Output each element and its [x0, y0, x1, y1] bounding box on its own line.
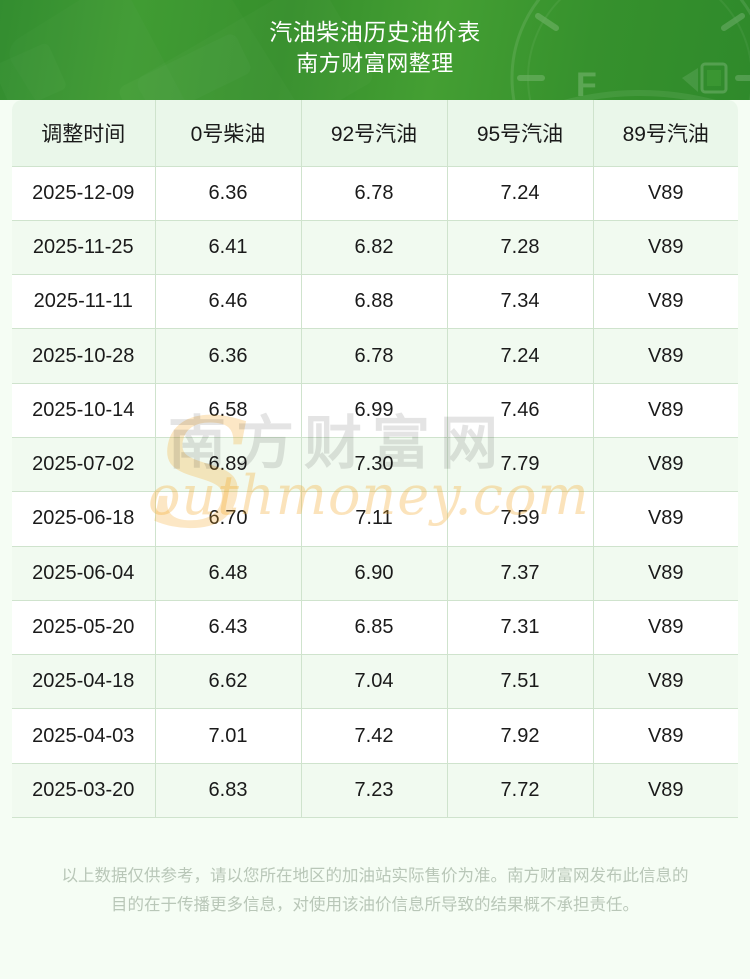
cell-gas92: 6.99 [301, 383, 448, 438]
table-row: 2025-07-02 6.89 7.30 7.79 V89 [12, 437, 738, 493]
cell-gas89: V89 [593, 328, 738, 384]
table-row: 2025-03-20 6.83 7.23 7.72 V89 [12, 763, 738, 819]
column-header-date: 调整时间 [12, 100, 156, 167]
cell-gas92: 6.78 [301, 328, 448, 384]
table-row: 2025-05-20 6.43 6.85 7.31 V89 [12, 600, 738, 656]
cell-gas92: 6.90 [301, 546, 448, 601]
page-title: 汽油柴油历史油价表 [269, 19, 481, 45]
cell-gas89: V89 [593, 383, 738, 438]
cell-gas95: 7.24 [447, 328, 594, 384]
cell-date: 2025-06-04 [12, 546, 156, 601]
cell-diesel0: 6.70 [155, 491, 302, 547]
cell-date: 2025-10-28 [12, 328, 156, 384]
table-row: 2025-11-11 6.46 6.88 7.34 V89 [12, 274, 738, 330]
fuel-gauge-icon: F [490, 0, 750, 100]
disclaimer-text: 以上数据仅供参考，请以您所在地区的加油站实际售价为准。南方财富网发布此信息的目的… [61, 867, 689, 914]
cell-date: 2025-11-11 [12, 274, 156, 330]
cell-gas92: 6.85 [301, 600, 448, 656]
cell-diesel0: 6.83 [155, 763, 302, 819]
cell-date: 2025-04-18 [12, 654, 156, 710]
cell-diesel0: 6.62 [155, 654, 302, 710]
cell-diesel0: 7.01 [155, 708, 302, 764]
table-row: 2025-06-04 6.48 6.90 7.37 V89 [12, 546, 738, 601]
cell-gas95: 7.37 [447, 546, 594, 601]
cell-diesel0: 6.48 [155, 546, 302, 601]
cell-gas95: 7.24 [447, 166, 594, 221]
table-header-row: 调整时间 0号柴油 92号汽油 95号汽油 89号汽油 [12, 100, 738, 167]
table-row: 2025-04-18 6.62 7.04 7.51 V89 [12, 654, 738, 710]
cell-date: 2025-05-20 [12, 600, 156, 656]
cell-date: 2025-12-09 [12, 166, 156, 221]
cell-date: 2025-11-25 [12, 220, 156, 276]
cell-date: 2025-10-14 [12, 383, 156, 438]
cell-gas92: 7.11 [301, 491, 448, 547]
cell-gas95: 7.28 [447, 220, 594, 276]
cell-diesel0: 6.58 [155, 383, 302, 438]
cell-date: 2025-07-02 [12, 437, 156, 493]
cell-gas89: V89 [593, 274, 738, 330]
table-row: 2025-04-03 7.01 7.42 7.92 V89 [12, 708, 738, 764]
cell-diesel0: 6.89 [155, 437, 302, 493]
cell-gas89: V89 [593, 600, 738, 656]
cell-gas92: 7.30 [301, 437, 448, 493]
cell-gas95: 7.79 [447, 437, 594, 493]
cell-gas89: V89 [593, 166, 738, 221]
cell-diesel0: 6.36 [155, 166, 302, 221]
cell-date: 2025-03-20 [12, 763, 156, 819]
column-header-gas92: 92号汽油 [301, 100, 448, 167]
cell-gas92: 6.78 [301, 166, 448, 221]
cell-diesel0: 6.46 [155, 274, 302, 330]
cell-date: 2025-06-18 [12, 491, 156, 547]
svg-text:F: F [576, 66, 597, 100]
cell-gas95: 7.59 [447, 491, 594, 547]
cell-gas95: 7.31 [447, 600, 594, 656]
cell-gas89: V89 [593, 437, 738, 493]
cell-gas89: V89 [593, 491, 738, 547]
table-row: 2025-10-28 6.36 6.78 7.24 V89 [12, 328, 738, 384]
cell-gas89: V89 [593, 654, 738, 710]
price-table-container: 调整时间 0号柴油 92号汽油 95号汽油 89号汽油 2025-12-09 6.… [12, 100, 738, 819]
cell-gas92: 6.82 [301, 220, 448, 276]
column-header-diesel0: 0号柴油 [155, 100, 302, 167]
cell-gas92: 7.42 [301, 708, 448, 764]
cell-gas95: 7.46 [447, 383, 594, 438]
table-body: 2025-12-09 6.36 6.78 7.24 V89 2025-11-25 6.41 6… [12, 166, 738, 819]
cell-gas92: 7.04 [301, 654, 448, 710]
column-header-gas89: 89号汽油 [593, 100, 738, 167]
cell-diesel0: 6.36 [155, 328, 302, 384]
table-row: 2025-12-09 6.36 6.78 7.24 V89 [12, 166, 738, 221]
cell-gas95: 7.72 [447, 763, 594, 819]
cell-gas89: V89 [593, 546, 738, 601]
cell-gas89: V89 [593, 708, 738, 764]
fuel-price-table: 调整时间 0号柴油 92号汽油 95号汽油 89号汽油 2025-12-09 6.… [12, 100, 738, 819]
cell-gas92: 6.88 [301, 274, 448, 330]
cell-gas89: V89 [593, 763, 738, 819]
page-subtitle: 南方财富网整理 [296, 51, 454, 76]
table-row: 2025-10-14 6.58 6.99 7.46 V89 [12, 383, 738, 438]
cell-gas95: 7.34 [447, 274, 594, 330]
table-header: 调整时间 0号柴油 92号汽油 95号汽油 89号汽油 [12, 100, 738, 167]
cell-gas95: 7.51 [447, 654, 594, 710]
cell-gas89: V89 [593, 220, 738, 276]
table-row: 2025-06-18 6.70 7.11 7.59 V89 [12, 491, 738, 547]
cell-diesel0: 6.41 [155, 220, 302, 276]
column-header-gas95: 95号汽油 [447, 100, 594, 167]
page-title-group: 汽油柴油历史油价表 南方财富网整理 [0, 17, 750, 79]
page-header-banner: F 汽油柴油历史油价表 南方财富网整理 [0, 0, 750, 100]
cell-diesel0: 6.43 [155, 600, 302, 656]
table-row: 2025-11-25 6.41 6.82 7.28 V89 [12, 220, 738, 276]
cell-gas95: 7.92 [447, 708, 594, 764]
cell-gas92: 7.23 [301, 763, 448, 819]
cell-date: 2025-04-03 [12, 708, 156, 764]
